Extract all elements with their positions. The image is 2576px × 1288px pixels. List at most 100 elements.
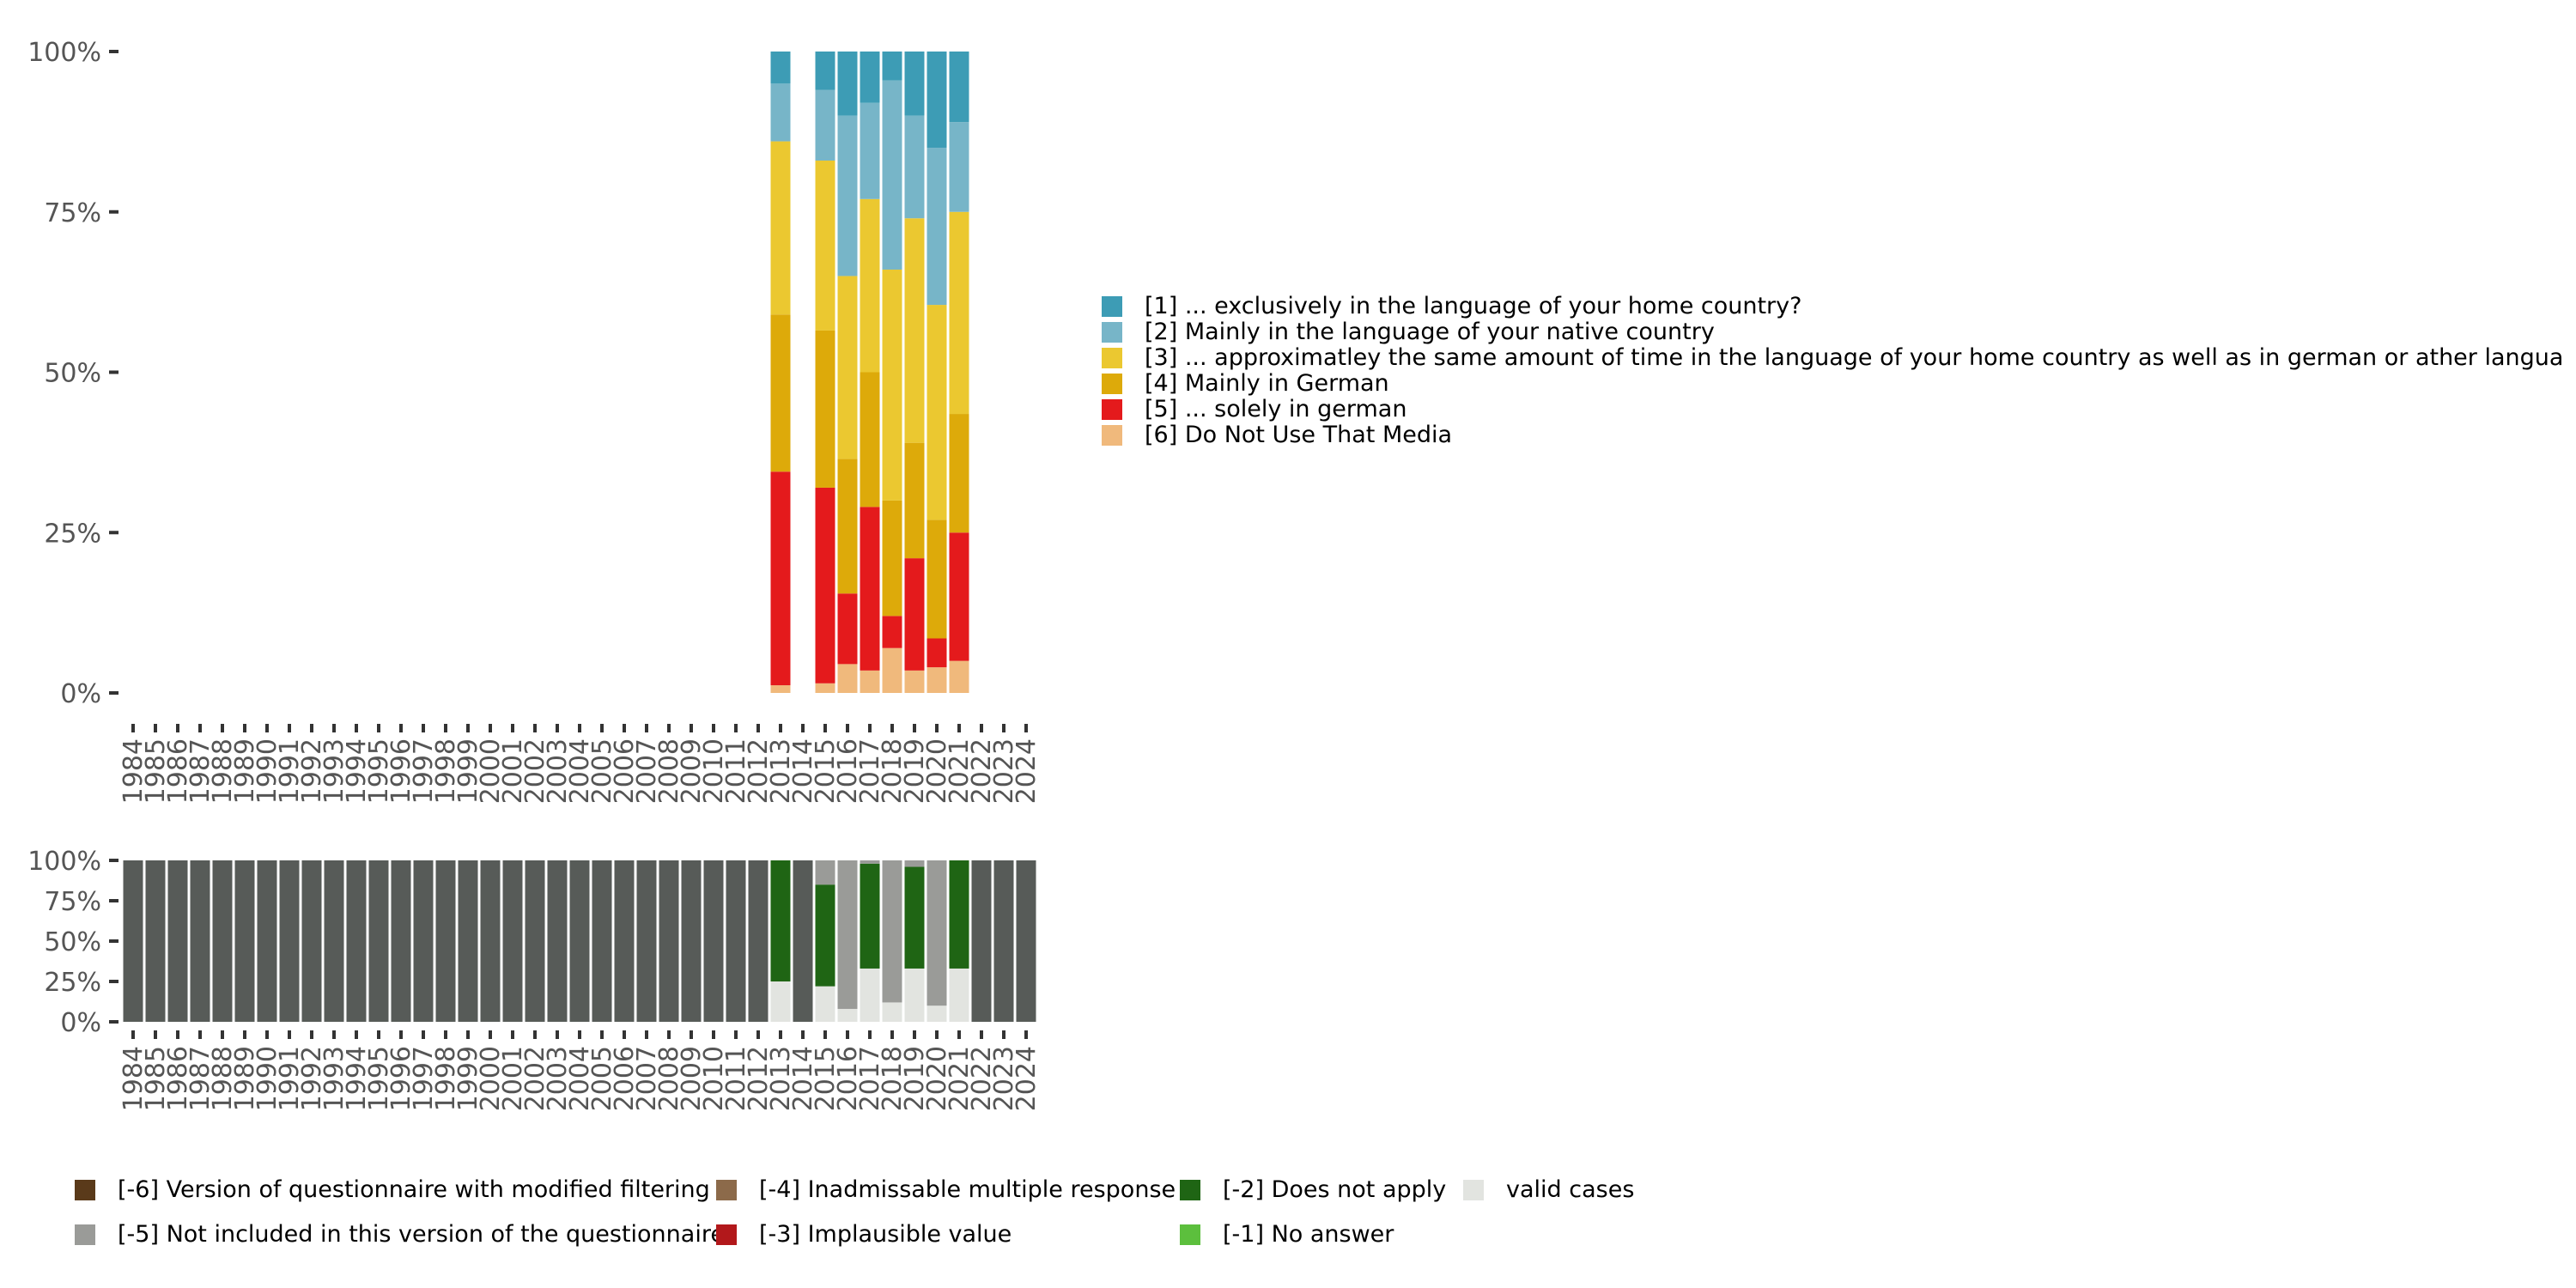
bottom-x-tick-label-2019: 2019 — [900, 1046, 930, 1111]
bottom-x-tick-label-1992: 1992 — [297, 1046, 327, 1111]
top-bar-segment-2017-s3 — [860, 198, 880, 373]
bottom-legend-swatch-r1-c3 — [1180, 1224, 1200, 1245]
bottom-x-tick-label-2002: 2002 — [520, 1046, 550, 1111]
top-x-tick-label-1990: 1990 — [252, 738, 283, 804]
bottom-x-tick-label-1994: 1994 — [342, 1046, 372, 1111]
top-y-tick-label: 100% — [27, 38, 101, 68]
top-bar-segment-2021-s1 — [949, 532, 969, 661]
bottom-bar-2009-not-part-of-survey — [681, 860, 702, 1022]
top-chart-legend: [1] ... exclusively in the language of y… — [1102, 293, 2563, 448]
bottom-bar-1987-not-part-of-survey — [190, 860, 210, 1022]
top-x-tick-label-2003: 2003 — [543, 738, 573, 804]
top-bar-segment-2019-s1 — [904, 558, 925, 671]
bottom-x-tick-label-2008: 2008 — [654, 1046, 684, 1111]
bottom-bar-segment-2020-s0 — [927, 1005, 947, 1022]
top-x-tick-label-1984: 1984 — [118, 738, 149, 804]
bottom-bar-segment-2020-s5 — [927, 860, 947, 1006]
top-bar-segment-2018-s2 — [882, 500, 902, 617]
top-x-tick-label-2014: 2014 — [788, 738, 818, 804]
bottom-legend-label-r1-c2: [-3] Implausible value — [759, 1221, 1012, 1248]
top-bar-segment-2016-s5 — [837, 52, 858, 116]
bottom-x-tick-label-2018: 2018 — [878, 1046, 908, 1111]
bottom-bar-1996-not-part-of-survey — [391, 860, 411, 1022]
bottom-x-tick-label-1995: 1995 — [364, 1046, 394, 1111]
top-x-tick-label-2008: 2008 — [654, 738, 684, 804]
bottom-bar-segment-2019-s5 — [904, 860, 925, 867]
bottom-legend-swatch-r0-c3 — [1180, 1180, 1200, 1200]
bottom-legend-label-r0-c1: [-6] Version of questionnaire with modif… — [118, 1176, 710, 1203]
bottom-legend-label-r1-c1: [-5] Not included in this version of the… — [118, 1221, 725, 1248]
top-x-tick-label-2012: 2012 — [744, 738, 774, 804]
bottom-bar-2006-not-part-of-survey — [614, 860, 635, 1022]
top-bar-segment-2020-s1 — [927, 638, 947, 668]
top-x-tick-label-1986: 1986 — [163, 738, 193, 804]
bottom-y-tick-label: 0% — [60, 1008, 101, 1038]
bottom-x-tick-label-1985: 1985 — [141, 1046, 171, 1111]
top-bar-segment-2015-s5 — [815, 52, 835, 90]
bottom-bar-2012-not-part-of-survey — [748, 860, 769, 1022]
top-bar-segment-2013-s2 — [770, 314, 791, 472]
legend-swatch-s2 — [1102, 374, 1122, 394]
bottom-bar-1991-not-part-of-survey — [279, 860, 300, 1022]
bottom-bar-segment-2016-s0 — [837, 1008, 858, 1022]
bottom-bar-1984-not-part-of-survey — [123, 860, 143, 1022]
bottom-bar-segment-2018-s5 — [882, 860, 902, 1003]
bottom-bar-1994-not-part-of-survey — [346, 860, 367, 1022]
bottom-bar-segment-2015-s5 — [815, 860, 835, 885]
top-x-tick-label-2022: 2022 — [967, 738, 997, 804]
top-x-tick-label-2020: 2020 — [922, 738, 952, 804]
bottom-bar-2008-not-part-of-survey — [659, 860, 679, 1022]
top-bar-segment-2015-s1 — [815, 487, 835, 683]
bottom-x-tick-label-1998: 1998 — [431, 1046, 461, 1111]
top-x-tick-label-2009: 2009 — [677, 738, 707, 804]
top-bar-segment-2013-s5 — [770, 52, 791, 84]
top-bar-segment-2015-s0 — [815, 683, 835, 693]
top-x-tick-label-1985: 1985 — [141, 738, 171, 804]
top-bar-segment-2021-s2 — [949, 414, 969, 533]
top-bar-segment-2017-s1 — [860, 507, 880, 671]
bottom-legend-swatch-r1-c2 — [716, 1224, 737, 1245]
bottom-bar-2003-not-part-of-survey — [547, 860, 568, 1022]
top-bar-segment-2019-s3 — [904, 218, 925, 443]
bottom-bar-2000-not-part-of-survey — [480, 860, 501, 1022]
bottom-x-tick-label-1990: 1990 — [252, 1046, 283, 1111]
bottom-x-tick-label-2020: 2020 — [922, 1046, 952, 1111]
legend-label-s0: [6] Do Not Use That Media — [1145, 422, 1452, 448]
bottom-x-tick-label-2000: 2000 — [476, 1046, 506, 1111]
bottom-bar-segment-2021-s2 — [949, 860, 969, 969]
top-x-tick-label-2006: 2006 — [610, 738, 640, 804]
top-x-tick-label-2001: 2001 — [498, 738, 528, 804]
legend-swatch-s5 — [1102, 296, 1122, 317]
bottom-bar-1988-not-part-of-survey — [212, 860, 233, 1022]
top-bar-segment-2019-s5 — [904, 52, 925, 116]
bottom-x-tick-label-2021: 2021 — [945, 1046, 975, 1111]
bottom-x-tick-label-2006: 2006 — [610, 1046, 640, 1111]
bottom-bar-segment-2015-s0 — [815, 986, 835, 1022]
top-bar-segment-2016-s4 — [837, 115, 858, 276]
top-x-tick-label-2010: 2010 — [699, 738, 729, 804]
bottom-bar-segment-2017-s5 — [860, 860, 880, 864]
bottom-x-tick-label-2012: 2012 — [744, 1046, 774, 1111]
bottom-x-tick-label-2016: 2016 — [833, 1046, 863, 1111]
bottom-x-tick-label-2003: 2003 — [543, 1046, 573, 1111]
top-x-tick-label-2015: 2015 — [811, 738, 841, 804]
top-x-tick-label-2002: 2002 — [520, 738, 550, 804]
bottom-legend-swatch-r1-c1 — [75, 1224, 95, 1245]
top-bar-segment-2019-s4 — [904, 115, 925, 219]
top-x-tick-label-2016: 2016 — [833, 738, 863, 804]
top-x-tick-label-2011: 2011 — [721, 738, 751, 804]
top-bar-segment-2020-s4 — [927, 148, 947, 306]
bottom-x-tick-label-1997: 1997 — [409, 1046, 439, 1111]
top-chart-stacked-bars: 0%25%50%75%100%1984198519861987198819891… — [27, 38, 1042, 804]
bottom-x-tick-label-1999: 1999 — [453, 1046, 483, 1111]
top-bar-segment-2020-s5 — [927, 52, 947, 149]
bottom-bar-1993-not-part-of-survey — [324, 860, 344, 1022]
top-bar-segment-2017-s2 — [860, 372, 880, 507]
top-x-tick-label-2000: 2000 — [476, 738, 506, 804]
bottom-x-tick-label-1984: 1984 — [118, 1046, 149, 1111]
top-x-tick-label-2023: 2023 — [989, 738, 1019, 804]
bottom-x-tick-label-2005: 2005 — [587, 1046, 617, 1111]
bottom-x-tick-label-2010: 2010 — [699, 1046, 729, 1111]
top-x-tick-label-1999: 1999 — [453, 738, 483, 804]
top-bar-segment-2016-s0 — [837, 664, 858, 693]
